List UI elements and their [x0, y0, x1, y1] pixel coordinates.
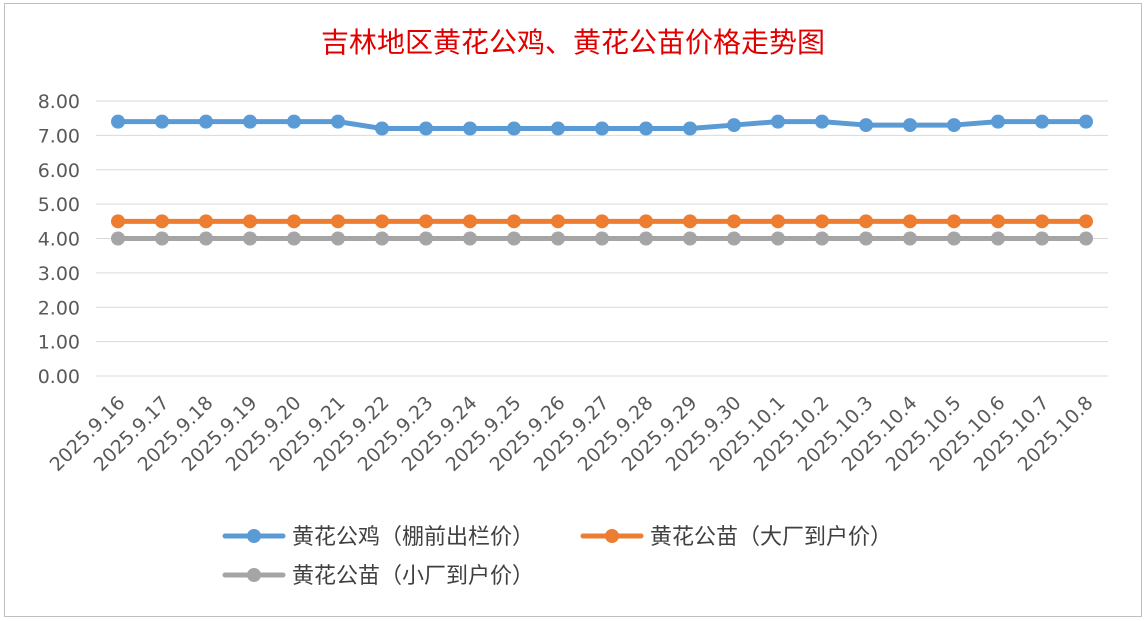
data-point — [771, 231, 785, 246]
data-point — [243, 231, 257, 246]
data-point — [419, 231, 433, 246]
data-point — [155, 114, 169, 129]
data-point — [639, 231, 653, 246]
y-tick-label: 2.00 — [38, 297, 80, 319]
data-point — [595, 214, 609, 229]
data-point — [507, 121, 521, 136]
data-point — [859, 214, 873, 229]
data-point — [727, 214, 741, 229]
data-point — [727, 118, 741, 133]
data-point — [331, 231, 345, 246]
y-tick-label: 0.00 — [38, 366, 80, 388]
legend-label: 黄花公苗（小厂到户价） — [292, 564, 534, 589]
data-point — [639, 121, 653, 136]
data-point — [595, 231, 609, 246]
data-point — [903, 231, 917, 246]
data-point — [903, 118, 917, 133]
data-point — [815, 114, 829, 129]
y-tick-label: 7.00 — [38, 125, 80, 147]
data-point — [991, 114, 1005, 129]
data-point — [1035, 214, 1049, 229]
y-axis-ticks: 0.00 1.00 2.00 3.00 4.00 5.00 6.00 7.00 8.00 — [38, 91, 80, 388]
legend: 黄花公鸡（棚前出栏价） 黄花公苗（大厂到户价） 黄花公苗（小厂到户价） — [222, 525, 892, 589]
data-point — [199, 114, 213, 129]
data-point — [551, 231, 565, 246]
data-point — [991, 231, 1005, 246]
data-point — [991, 214, 1005, 229]
data-point — [199, 231, 213, 246]
data-point — [947, 118, 961, 133]
y-tick-label: 6.00 — [38, 160, 80, 182]
data-point — [375, 214, 389, 229]
data-point — [683, 231, 697, 246]
data-point — [287, 114, 301, 129]
data-point — [243, 214, 257, 229]
data-point — [507, 214, 521, 229]
y-tick-label: 5.00 — [38, 194, 80, 216]
x-axis-ticks: 2025.9.162025.9.172025.9.182025.9.192025… — [46, 392, 1098, 476]
data-point — [727, 231, 741, 246]
data-point — [683, 121, 697, 136]
data-point — [595, 121, 609, 136]
data-point — [331, 214, 345, 229]
data-point — [1079, 214, 1093, 229]
gridlines — [96, 100, 1108, 377]
y-tick-label: 8.00 — [38, 91, 80, 113]
data-point — [155, 214, 169, 229]
data-point — [551, 121, 565, 136]
data-point — [947, 214, 961, 229]
data-point — [375, 121, 389, 136]
data-point — [331, 114, 345, 129]
legend-label: 黄花公鸡（棚前出栏价） — [292, 525, 534, 550]
data-point — [463, 214, 477, 229]
data-point — [859, 118, 873, 133]
data-point — [1079, 114, 1093, 129]
legend-label: 黄花公苗（大厂到户价） — [650, 525, 892, 550]
chart-frame — [4, 3, 1142, 617]
data-point — [903, 214, 917, 229]
data-point — [771, 214, 785, 229]
series-group — [111, 114, 1093, 246]
data-point — [507, 231, 521, 246]
legend-swatch-marker — [247, 568, 261, 582]
data-point — [683, 214, 697, 229]
data-point — [815, 214, 829, 229]
data-point — [1035, 231, 1049, 246]
data-point — [551, 214, 565, 229]
data-point — [947, 231, 961, 246]
data-point — [1079, 231, 1093, 246]
data-point — [111, 214, 125, 229]
data-point — [771, 114, 785, 129]
data-point — [1035, 114, 1049, 129]
data-point — [111, 114, 125, 129]
data-point — [859, 231, 873, 246]
data-point — [287, 214, 301, 229]
y-tick-label: 3.00 — [38, 263, 80, 285]
data-point — [419, 214, 433, 229]
data-point — [111, 231, 125, 246]
y-tick-label: 1.00 — [38, 332, 80, 354]
data-point — [287, 231, 301, 246]
chart-title: 吉林地区黄花公鸡、黄花公苗价格走势图 — [321, 26, 825, 59]
data-point — [199, 214, 213, 229]
data-point — [375, 231, 389, 246]
data-point — [243, 114, 257, 129]
y-tick-label: 4.00 — [38, 229, 80, 251]
data-point — [155, 231, 169, 246]
data-point — [419, 121, 433, 136]
data-point — [463, 121, 477, 136]
data-point — [639, 214, 653, 229]
legend-swatch-marker — [247, 529, 261, 543]
data-point — [815, 231, 829, 246]
data-point — [463, 231, 477, 246]
legend-swatch-marker — [605, 529, 619, 543]
